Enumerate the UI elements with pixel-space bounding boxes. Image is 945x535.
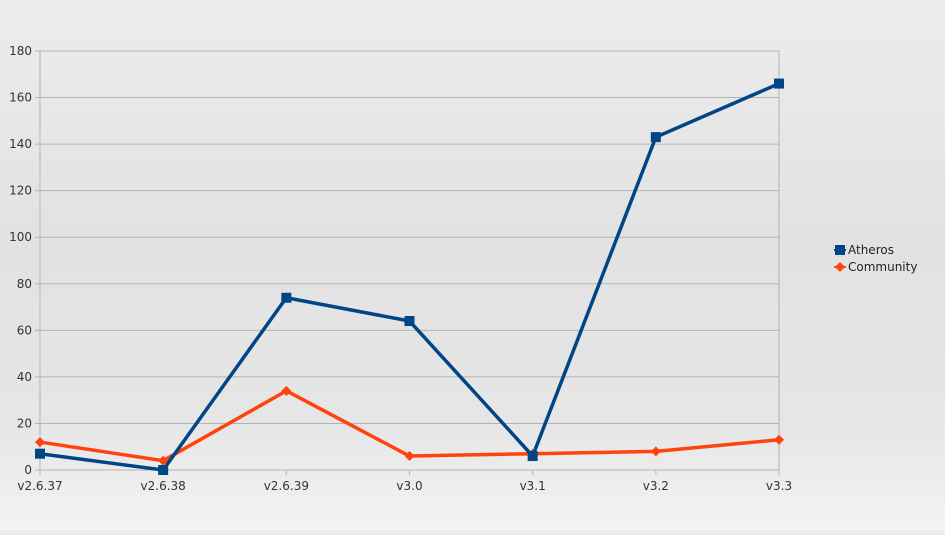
legend: Atheros Community <box>834 243 917 274</box>
y-tick-label: 20 <box>17 416 32 430</box>
data-point <box>404 451 415 462</box>
legend-item: Atheros <box>834 243 894 257</box>
series-community <box>35 385 784 466</box>
axes <box>35 50 780 475</box>
series <box>35 78 784 475</box>
y-tick-label: 120 <box>9 184 32 198</box>
data-point <box>281 292 292 303</box>
y-tick-label: 180 <box>9 44 32 58</box>
x-tick-label: v3.1 <box>520 479 546 493</box>
x-tick-label: v3.0 <box>396 479 422 493</box>
legend-swatch-marker <box>835 245 845 255</box>
y-tick-label: 40 <box>17 370 32 384</box>
y-tick-label: 160 <box>9 91 32 105</box>
y-tick-label: 100 <box>9 230 32 244</box>
data-point <box>774 434 784 445</box>
series-atheros <box>35 78 784 475</box>
legend-label: Atheros <box>848 243 894 257</box>
data-point <box>281 385 292 396</box>
data-point <box>35 437 45 448</box>
data-point <box>158 465 169 475</box>
data-point <box>404 316 415 327</box>
series-line <box>39 389 780 463</box>
data-point <box>650 132 661 143</box>
x-tick-label: v2.6.39 <box>264 479 309 493</box>
legend-swatch-marker <box>835 262 845 272</box>
data-point <box>158 455 169 466</box>
data-point <box>774 78 784 89</box>
gridlines <box>40 50 779 471</box>
y-tick-label: 0 <box>24 463 32 477</box>
data-point <box>650 446 661 457</box>
x-tick-labels: v2.6.37 v2.6.38 v2.6.39 v3.0 v3.1 v3.2 v3.3 <box>17 479 792 493</box>
legend-item: Community <box>834 260 917 274</box>
x-tick-label: v3.3 <box>766 479 792 493</box>
x-tick-label: v2.6.38 <box>141 479 186 493</box>
y-tick-labels: 0 20 40 60 80 100 120 140 160 180 <box>9 44 32 477</box>
data-point <box>35 448 45 459</box>
y-tick-label: 60 <box>17 323 32 337</box>
data-point <box>527 451 538 462</box>
legend-label: Community <box>848 260 917 274</box>
y-tick-label: 80 <box>17 277 32 291</box>
x-tick-label: v3.2 <box>643 479 669 493</box>
series-line <box>39 81 780 472</box>
y-tick-label: 140 <box>9 137 32 151</box>
x-tick-label: v2.6.37 <box>17 479 62 493</box>
